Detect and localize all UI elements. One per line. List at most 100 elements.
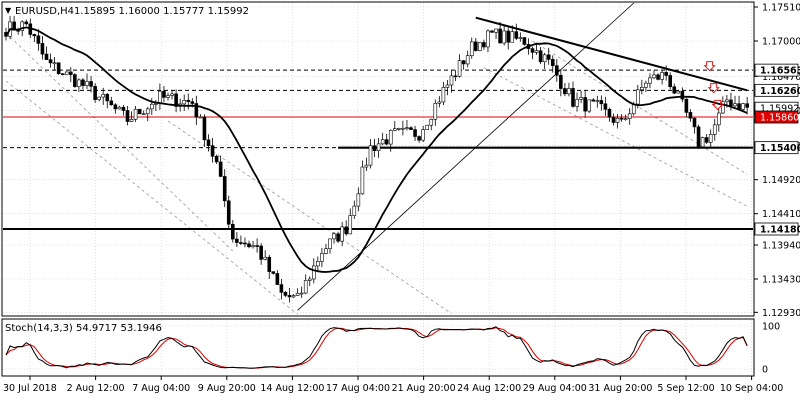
y-tick-label: 1.14410	[762, 209, 800, 220]
price-label-box	[754, 141, 799, 155]
candle-body	[101, 93, 105, 98]
candle-body	[81, 79, 85, 86]
candle-body	[506, 30, 511, 43]
candle-body	[113, 104, 118, 110]
candle-body	[453, 75, 458, 78]
candle-body	[69, 71, 73, 75]
candle-body	[247, 243, 251, 248]
candle-body	[320, 253, 324, 262]
candle-body	[52, 62, 57, 65]
candle-body	[60, 73, 65, 76]
channel-line-right-lower	[483, 67, 748, 207]
main-panel-frame	[1, 1, 755, 317]
candle-body	[696, 126, 701, 148]
candle-body	[542, 54, 547, 63]
x-tick-label: 5 Sep 12:00	[657, 383, 714, 394]
candle-body	[214, 155, 219, 163]
y-tick-label: 1.17000	[762, 37, 800, 48]
candle-body	[607, 109, 612, 118]
candle-body	[372, 145, 377, 151]
candle-body	[384, 139, 389, 145]
candle-body	[36, 35, 41, 44]
candle-body	[644, 82, 648, 88]
x-tick-label: 24 Aug 12:00	[457, 383, 521, 394]
candle-body	[48, 59, 53, 64]
candle-body	[538, 50, 543, 63]
candle-body	[380, 139, 385, 145]
candle-body	[218, 161, 223, 177]
candle-body	[603, 103, 608, 110]
candle-body	[559, 74, 563, 89]
candle-body	[97, 96, 101, 100]
candle-body	[433, 102, 438, 120]
x-tick-label: 10 Sep 04:00	[720, 383, 783, 394]
sell-arrow-icon	[707, 83, 720, 94]
candle-body	[550, 59, 555, 66]
candle-body	[368, 145, 373, 166]
candle-body	[611, 116, 616, 123]
candle-body	[235, 238, 239, 243]
candle-body	[259, 245, 263, 260]
y-tick-label: 1.13940	[762, 241, 800, 252]
candle-body	[129, 119, 134, 122]
candle-body	[530, 48, 535, 53]
price-label: 1.16260	[760, 86, 800, 97]
candle-body	[56, 62, 61, 75]
candle-body	[73, 74, 77, 87]
x-tick-label: 14 Aug 12:00	[260, 383, 324, 394]
candle-body	[376, 143, 381, 151]
price-label: 1.16563	[760, 66, 800, 77]
candle-body	[364, 164, 369, 168]
candles	[4, 15, 749, 303]
y-tick-label: 1.17510	[762, 3, 800, 14]
price-label: 1.14180	[760, 225, 800, 236]
candle-body	[640, 87, 644, 91]
x-tick-label: 9 Aug 20:00	[198, 383, 256, 394]
sell-arrow-icon	[703, 61, 716, 72]
candle-body	[279, 284, 284, 293]
candle-body	[210, 145, 215, 157]
price-label-box	[754, 83, 799, 97]
candle-body	[421, 129, 425, 141]
candle-body	[307, 278, 312, 281]
stoch-title: Stoch(14,3,3) 54.9717 53.1946	[5, 323, 162, 334]
candle-body	[668, 75, 673, 88]
candle-body	[109, 100, 114, 106]
candle-body	[287, 295, 292, 298]
candle-body	[105, 93, 110, 102]
candle-body	[486, 30, 490, 48]
rising-trendline	[297, 2, 635, 311]
candle-body	[206, 139, 211, 146]
candle-body	[595, 100, 600, 102]
trendlines	[5, 2, 748, 315]
candle-body	[587, 99, 592, 112]
candle-body	[117, 106, 122, 110]
stoch-main-line	[5, 326, 748, 369]
candle-body	[510, 31, 515, 43]
candle-body	[340, 226, 344, 242]
candle-body	[401, 127, 405, 130]
signal-arrows	[703, 61, 724, 110]
candle-body	[316, 261, 320, 267]
candle-body	[729, 99, 733, 107]
x-tick-label: 30 Jul 2018	[3, 383, 57, 394]
candle-body	[40, 43, 45, 55]
candle-body	[680, 90, 685, 100]
time-axis: 30 Jul 2018 2 Aug 12:00 7 Aug 04:00 9 Aug 2…	[3, 376, 783, 394]
candle-body	[725, 99, 729, 103]
candle-body	[243, 242, 247, 245]
candle-body	[494, 28, 498, 33]
sell-arrow-icon	[711, 99, 724, 110]
candle-body	[32, 34, 37, 37]
candle-body	[704, 137, 709, 143]
candle-body	[619, 117, 624, 120]
candle-body	[721, 101, 725, 114]
candle-body	[583, 97, 587, 112]
candle-body	[141, 113, 146, 116]
candle-body	[660, 72, 664, 80]
candle-body	[522, 37, 527, 45]
candle-body	[324, 248, 328, 254]
candle-body	[688, 112, 693, 119]
candle-body	[182, 99, 186, 105]
